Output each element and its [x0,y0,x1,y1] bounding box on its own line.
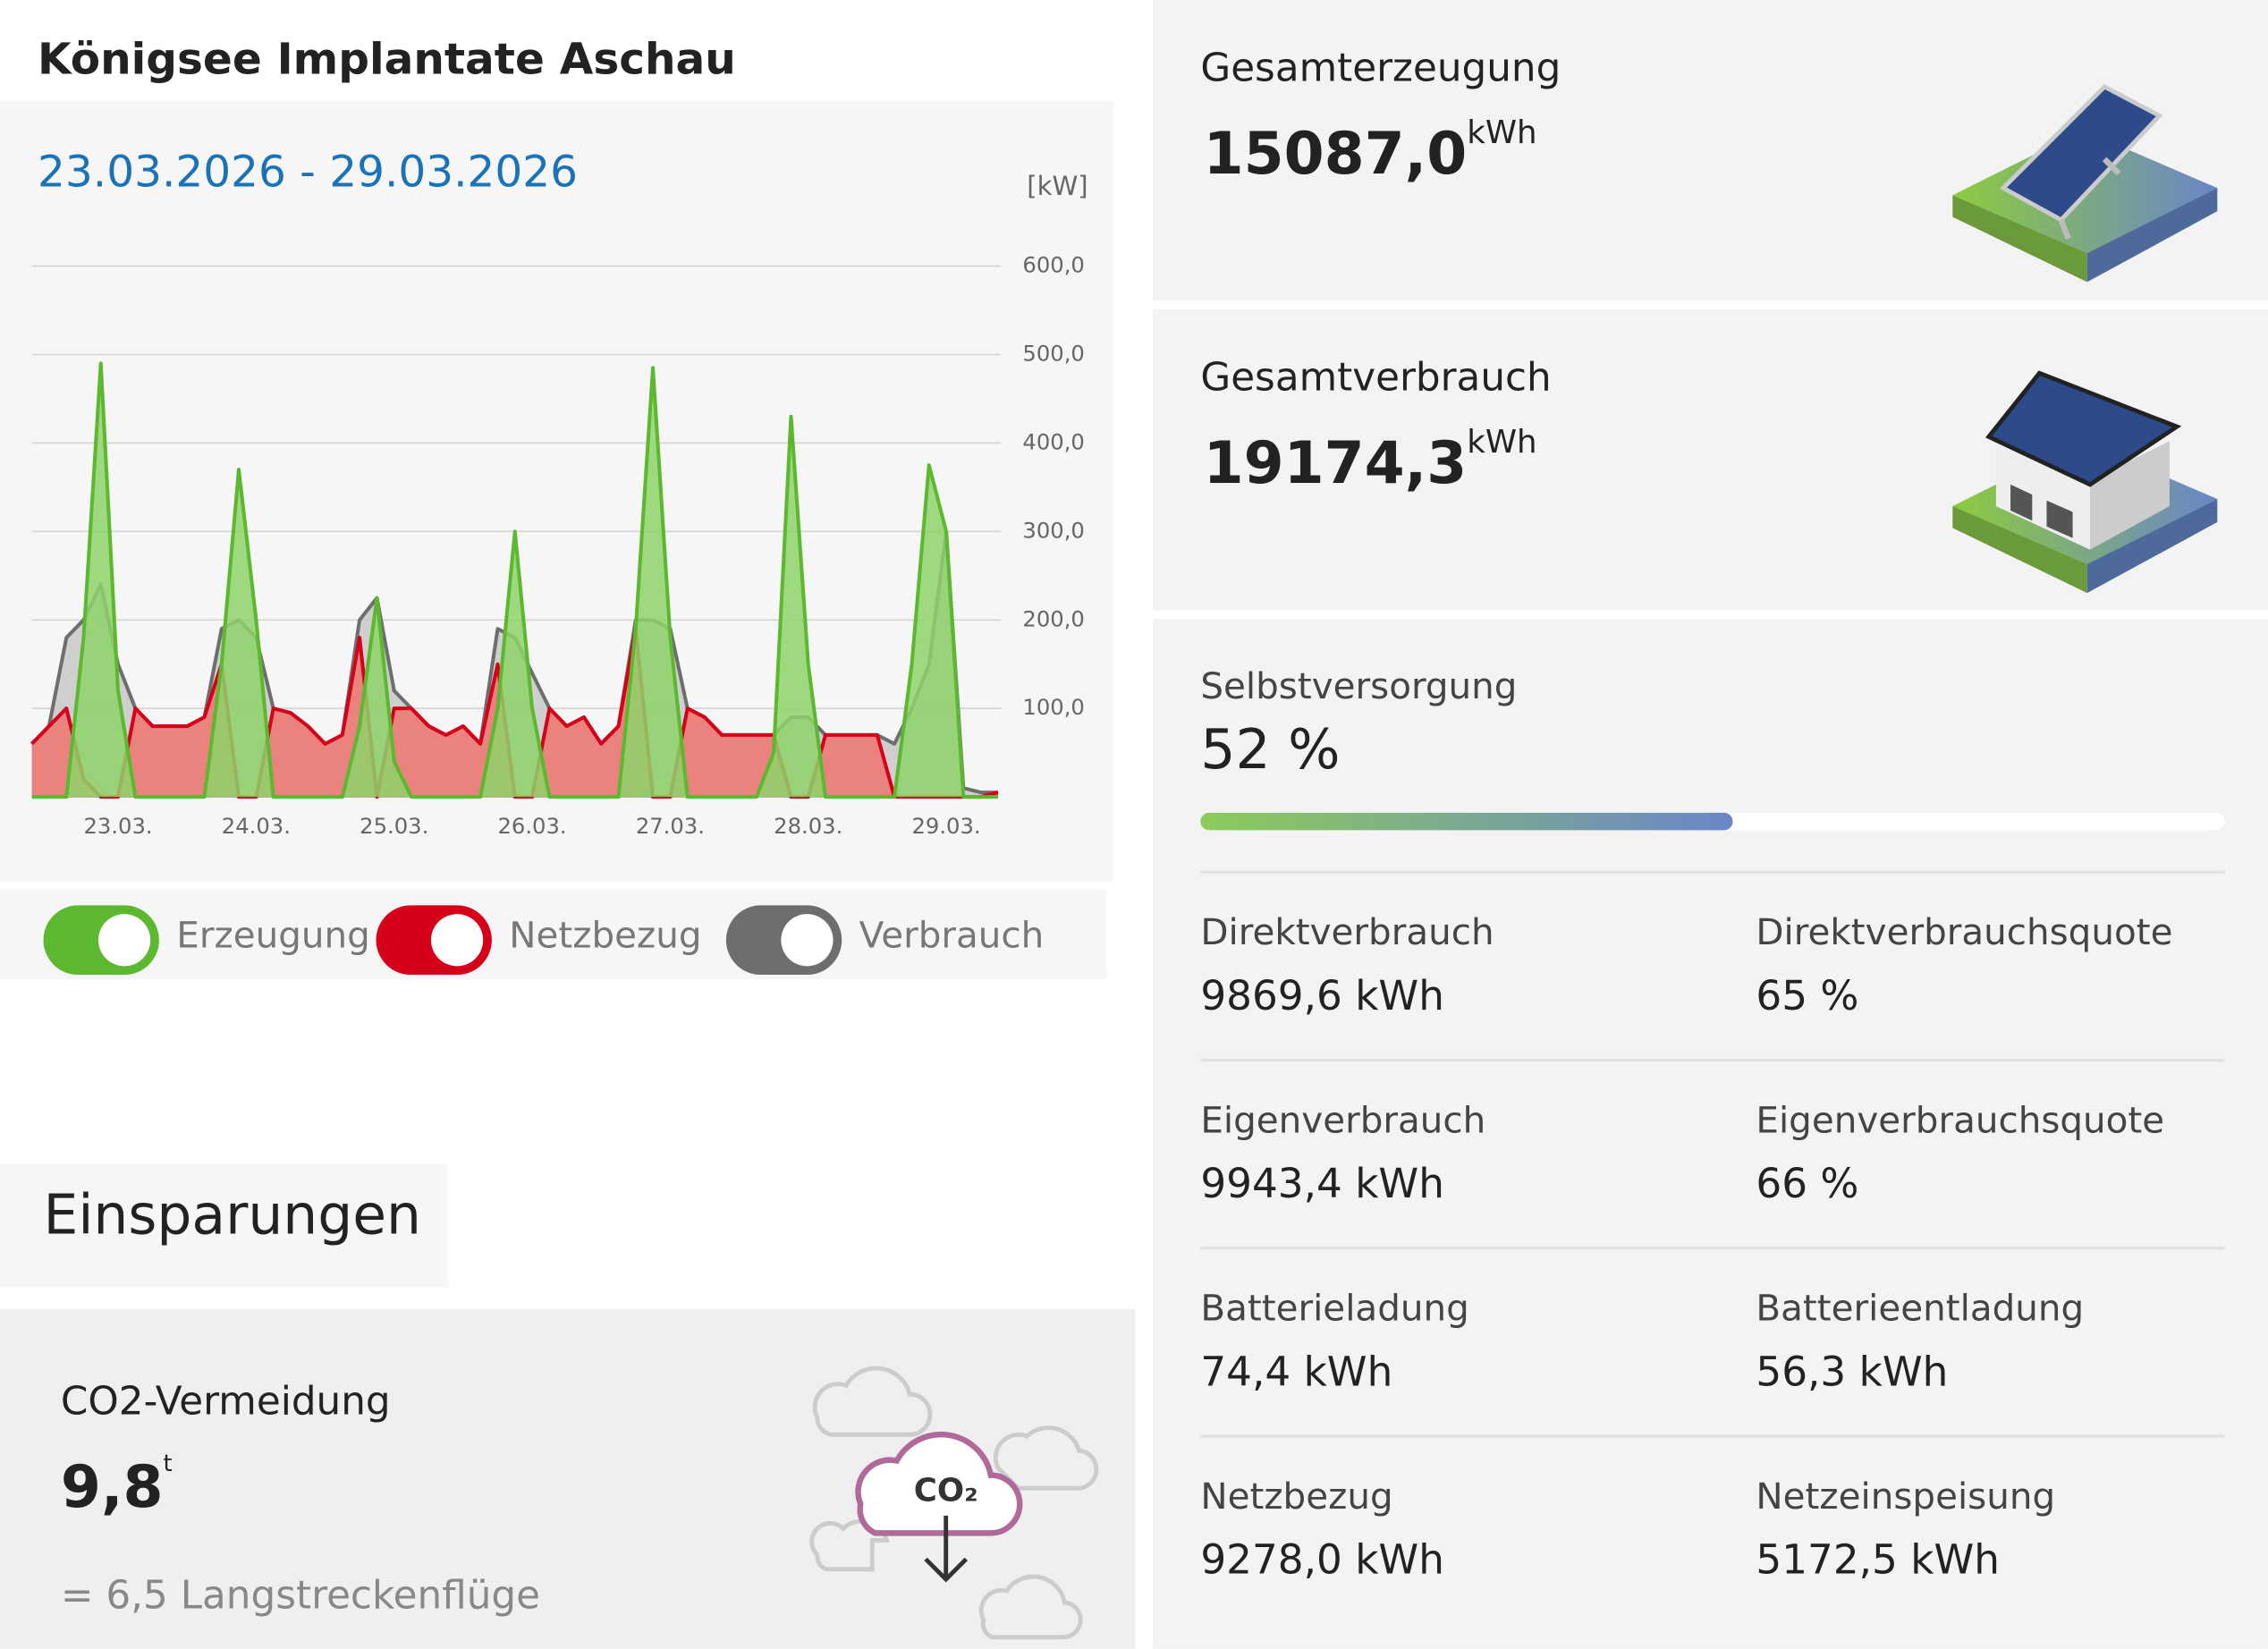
consumption-unit: kWh [1467,425,1537,461]
production-value: 15087,0kWh [1203,115,1537,189]
y-tick-label: 100,0 [1022,694,1084,720]
x-tick-label: 27.03. [636,813,705,839]
divider [1200,1434,2225,1438]
self-sufficiency-value: 52 % [1200,717,1341,782]
stat-label: Eigenverbrauchsquote [1756,1099,2165,1142]
stat-value: 9869,6 kWh [1200,971,1444,1020]
self-sufficiency-label: Selbstversorgung [1200,664,1518,707]
x-tick-label: 24.03. [222,813,291,839]
y-unit: [kW] [1027,171,1087,201]
divider [1200,1058,2225,1062]
production-unit: kWh [1467,115,1537,152]
toggle-knob [781,914,834,967]
co2-number: 9,8 [60,1455,164,1522]
legend-toggle[interactable] [376,905,492,976]
legend-label: Netzbezug [509,914,702,957]
y-tick-label: 400,0 [1022,428,1084,454]
toggle-knob [97,914,151,967]
co2-value: 9,8t [60,1450,173,1522]
legend-bar [0,889,1107,979]
stat-label: Eigenverbrauch [1200,1099,1486,1142]
legend-label: Verbrauch [859,914,1045,957]
stat-label: Netzeinspeisung [1756,1475,2056,1518]
plant-title: Königsee Implantate Aschau [38,34,736,86]
co2-icon: CO₂ [809,1366,1099,1640]
x-tick-label: 29.03. [911,813,980,839]
solar-icon [1952,84,2218,283]
savings-header-bg [0,1163,449,1288]
stat-value: 66 % [1756,1160,1859,1208]
production-number: 15087,0 [1203,121,1468,189]
stats-card [1152,619,2268,1649]
legend-label: Erzeugung [176,914,370,957]
progress-track [1200,812,2225,831]
stat-value: 65 % [1756,971,1859,1020]
stat-value: 9943,4 kWh [1200,1160,1444,1208]
consumption-value: 19174,3kWh [1203,425,1537,498]
series-area [31,629,998,798]
house-icon [1952,370,2218,594]
co2-label: CO2-Vermeidung [60,1379,391,1425]
series-line [31,361,998,799]
progress-bar [1200,812,1733,831]
y-tick-label: 500,0 [1022,341,1084,367]
co2-equivalent: = 6,5 Langstreckenflüge [60,1573,540,1619]
stat-value: 74,4 kWh [1200,1348,1393,1396]
divider [1200,870,2225,874]
x-tick-label: 25.03. [360,813,428,839]
x-tick-label: 28.03. [774,813,842,839]
savings-title: Einsparungen [43,1182,422,1247]
stat-value: 9278,0 kWh [1200,1535,1444,1584]
date-range[interactable]: 23.03.2026 - 29.03.2026 [38,147,579,199]
stat-label: Direktverbrauch [1200,910,1494,953]
stat-label: Batterieladung [1200,1287,1469,1330]
x-tick-label: 23.03. [83,813,152,839]
series-area [31,363,998,798]
legend-toggle[interactable] [725,905,842,976]
stat-value: 56,3 kWh [1756,1348,1949,1396]
y-tick-label: 200,0 [1022,605,1084,631]
legend-toggle[interactable] [43,905,159,976]
co2-unit: t [163,1449,173,1477]
co2-icon-text: CO₂ [914,1473,978,1509]
divider [1200,1247,2225,1250]
chart: [kW] 100,0 200,0 300,0 400,0 500,0 600,0 23.03… [30,171,1088,839]
stat-label: Direktverbrauchsquote [1756,910,2173,953]
y-tick-label: 300,0 [1022,517,1084,543]
stat-value: 5172,5 kWh [1756,1535,2000,1584]
consumption-number: 19174,3 [1203,430,1468,498]
toggle-knob [430,914,484,967]
production-label: Gesamterzeugung [1200,46,1561,91]
consumption-label: Gesamtverbrauch [1200,355,1552,401]
y-tick-label: 600,0 [1022,252,1084,278]
x-tick-label: 26.03. [497,813,566,839]
stat-label: Netzbezug [1200,1475,1393,1518]
stat-label: Batterieentladung [1756,1287,2085,1330]
